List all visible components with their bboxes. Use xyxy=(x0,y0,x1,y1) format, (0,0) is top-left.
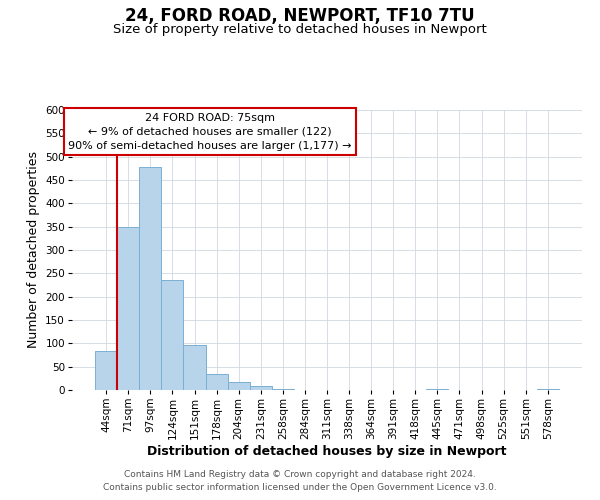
Bar xyxy=(139,167,161,390)
Bar xyxy=(427,389,448,390)
Bar xyxy=(227,382,250,390)
Bar xyxy=(250,386,272,390)
Bar xyxy=(161,280,184,390)
Text: Size of property relative to detached houses in Newport: Size of property relative to detached ho… xyxy=(113,22,487,36)
Bar xyxy=(117,226,139,390)
Text: 24 FORD ROAD: 75sqm
← 9% of detached houses are smaller (122)
90% of semi-detach: 24 FORD ROAD: 75sqm ← 9% of detached hou… xyxy=(68,113,352,151)
Bar xyxy=(206,374,227,390)
Bar xyxy=(537,389,559,390)
Bar xyxy=(184,344,206,390)
Text: 24, FORD ROAD, NEWPORT, TF10 7TU: 24, FORD ROAD, NEWPORT, TF10 7TU xyxy=(125,8,475,26)
Text: Contains HM Land Registry data © Crown copyright and database right 2024.
Contai: Contains HM Land Registry data © Crown c… xyxy=(103,470,497,492)
Bar xyxy=(95,352,117,390)
Y-axis label: Number of detached properties: Number of detached properties xyxy=(27,152,40,348)
X-axis label: Distribution of detached houses by size in Newport: Distribution of detached houses by size … xyxy=(147,444,507,458)
Bar xyxy=(272,388,294,390)
